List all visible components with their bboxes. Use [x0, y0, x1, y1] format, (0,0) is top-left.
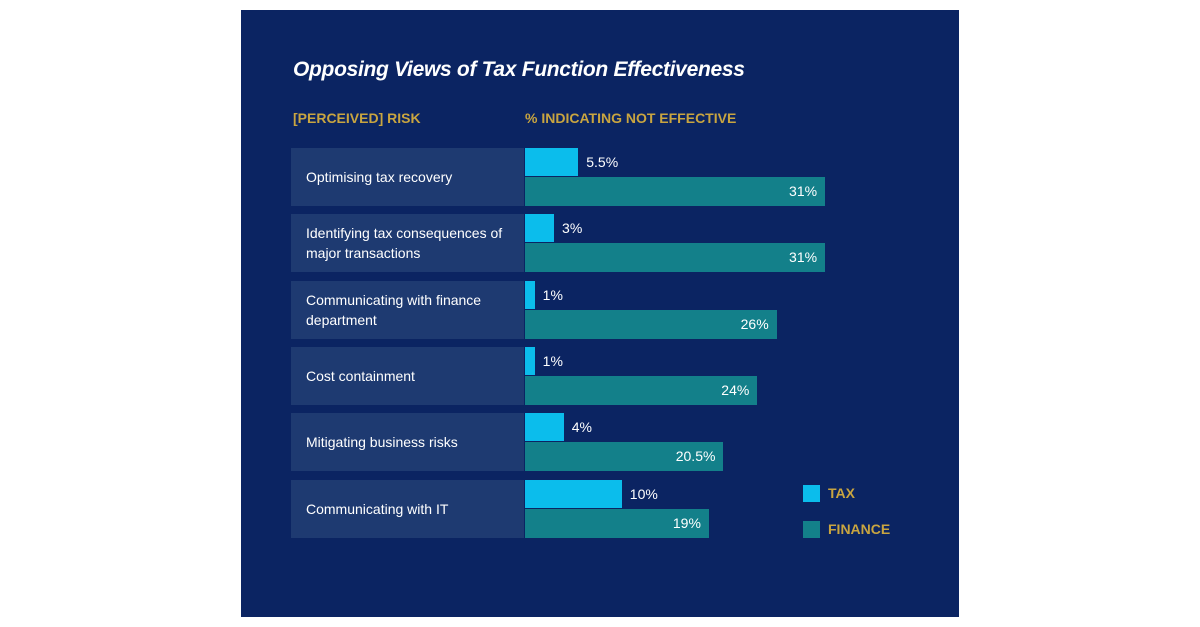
value-label-tax: 4% [571, 419, 592, 436]
bar-tax [525, 346, 535, 375]
category-label: Communicating with finance department [291, 280, 524, 339]
category-label: Communicating with IT [291, 479, 524, 538]
category-label: Optimising tax recovery [291, 148, 524, 206]
bar-tax [525, 214, 555, 243]
category-label: Cost containment [291, 346, 524, 405]
value-label-finance: 31% [789, 249, 818, 266]
bar-finance [525, 177, 826, 206]
legend-label-tax: TAX [828, 485, 855, 501]
bar-finance [525, 243, 826, 273]
value-label-finance: 19% [672, 514, 701, 531]
legend-swatch-tax [803, 485, 820, 502]
value-label-tax: 1% [542, 352, 563, 369]
bar-finance [525, 309, 777, 339]
value-label-finance: 20.5% [675, 448, 716, 465]
value-label-tax: 1% [542, 286, 563, 303]
value-header: % INDICATING NOT EFFECTIVE [525, 110, 737, 126]
bar-tax [525, 280, 535, 309]
bar-finance [525, 508, 709, 538]
legend-swatch-finance [803, 521, 820, 538]
legend-label-finance: FINANCE [828, 521, 891, 537]
category-header: [PERCEIVED] RISK [293, 110, 421, 126]
bar-finance [525, 442, 724, 472]
category-label: Mitigating business risks [291, 413, 524, 472]
value-label-tax: 5.5% [586, 154, 619, 170]
value-label-tax: 10% [629, 485, 658, 502]
bar-finance [525, 375, 758, 405]
bar-tax [525, 479, 622, 508]
chart-panel: Opposing Views of Tax Function Effective… [241, 10, 959, 617]
bar-tax [525, 148, 579, 176]
category-label: Identifying tax consequences of major tr… [291, 214, 524, 273]
value-label-tax: 3% [562, 220, 583, 237]
bar-tax [525, 413, 564, 442]
value-label-finance: 26% [740, 315, 769, 332]
chart-title: Opposing Views of Tax Function Effective… [293, 58, 745, 81]
value-label-finance: 24% [721, 381, 750, 398]
value-label-finance: 31% [789, 183, 818, 199]
